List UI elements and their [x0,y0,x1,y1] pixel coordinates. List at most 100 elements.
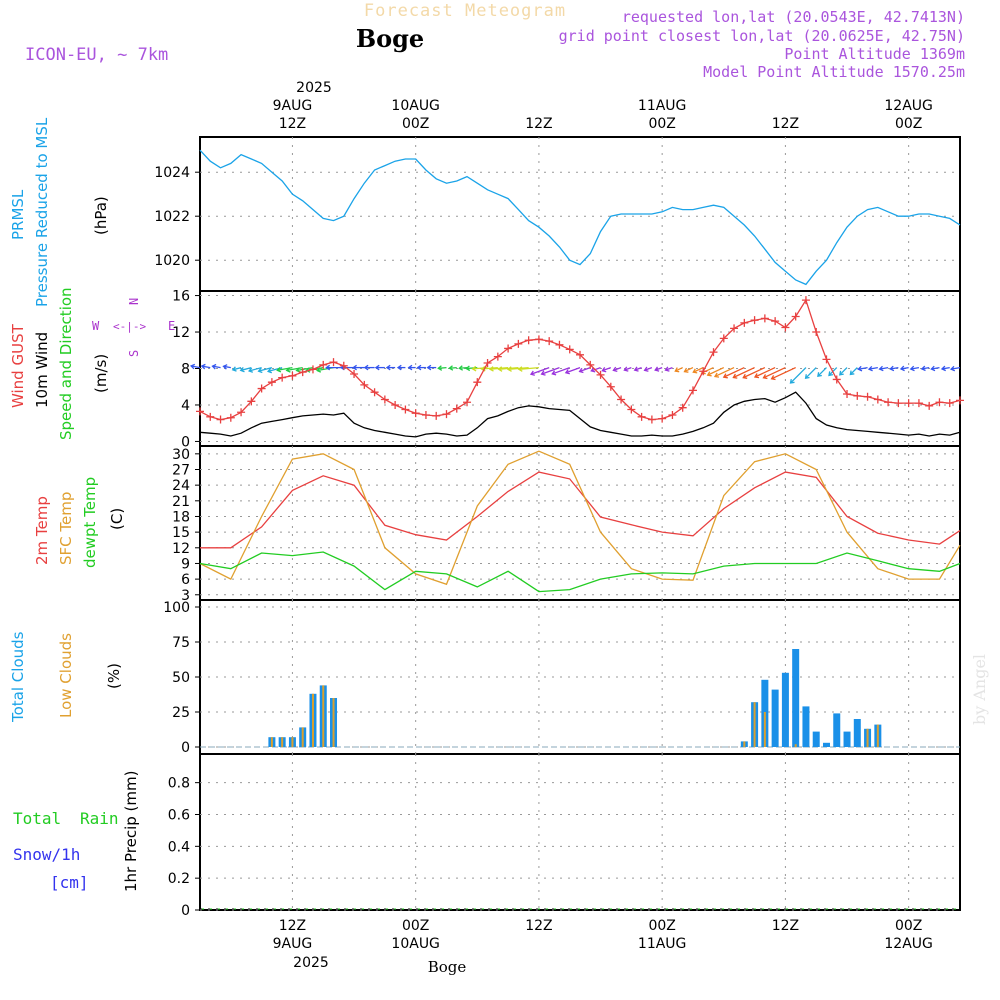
temp-tick-label: 6 [181,572,190,588]
wind-direction-arrow [286,366,303,372]
wind-gust-point [637,412,646,421]
wind-tick-label: 16 [172,289,190,305]
wind-gust-point [257,384,266,393]
wind-direction-arrow [459,366,468,369]
wind-arrow-head [590,367,596,373]
wind-gust-point [237,408,246,417]
wind-arrow-head [909,365,915,372]
wind-direction-arrow [579,366,591,373]
bottom-hour-label: 12Z [279,918,306,934]
total-cloud-bar [802,706,810,747]
location-title: Boge [356,24,424,53]
low-cloud-bar [322,685,325,747]
wind-gust-point [617,395,626,404]
wind-arrow-head [488,366,494,372]
top-hour-label: 00Z [402,116,429,132]
wind-gust-point [298,368,307,377]
clouds-tick-label: 75 [172,635,190,651]
wind-direction-arrow [602,366,612,372]
wind-direction-arrow [248,366,262,372]
wind-direction-arrow [684,366,694,373]
wind-direction-arrow [591,366,601,372]
wind-panel-labels: Wind GUST 10m Wind Speed and Direction (… [9,287,175,440]
total-cloud-bar [812,731,820,747]
pressure-tick-label: 1020 [154,253,190,269]
wind-gust-point [760,314,769,323]
wind-arrow-head [920,365,926,372]
wind-direction-arrow [232,366,242,371]
wind-gust-point [288,371,297,380]
requested-coords: requested lon,lat (20.0543E, 42.7413N) [622,8,965,26]
wind-direction-arrow [674,366,683,372]
wind-gust-point [699,367,708,376]
wind-direction-arrow [754,366,776,378]
low-cloud-bar [301,727,304,747]
top-hour-label: 00Z [648,116,675,132]
wind-direction-arrow [518,366,539,370]
bottom-time-axis: 2025 12Z 9AUG 00Z 10AUG 12Z 00Z 11AUG 12Z 00Z 12A… [273,918,933,971]
point-altitude: Point Altitude 1369m [784,45,965,63]
wind-direction-arrow [743,366,766,379]
wind-arrow-head [889,365,895,372]
wind-arrow-head [713,372,720,378]
temp-2m-label: 2m Temp [33,496,51,565]
wind-arrow-head [949,365,956,372]
wind-tick-label: 8 [181,362,190,378]
wind-direction-arrow [910,366,920,370]
precip-tick-label: 0.4 [168,839,190,855]
wind-gust-point [750,316,759,325]
wind-direction-arrow [665,366,673,371]
wind-gust-point [473,378,482,387]
compass-e: E [168,319,175,333]
wind-gust-point [524,336,533,345]
total-cloud-bar [771,689,779,747]
wind-direction-arrow [466,366,478,370]
wind-arrow-head [564,369,570,375]
pressure-panel-labels: PRMSL Pressure Reduced to MSL (hPa) [9,117,110,307]
wind-arrow-head [789,378,795,384]
wind-arrow-head [529,370,535,376]
wind-gust-point [832,375,841,384]
wind-arrow-head [551,370,557,376]
bottom-hour-label: 00Z [648,918,675,934]
wind-direction-arrow [900,366,909,370]
wind-arrow-head [426,364,432,371]
wind-gust-point [873,395,882,404]
wind-direction-arrow [634,366,642,371]
wind-gust-point [196,407,204,416]
wind-gust-point [421,411,430,419]
wind-direction-arrow [613,366,622,372]
precip-total-label: Total [13,809,61,828]
wind-gust-point [432,411,441,420]
wind-gust-point [658,414,667,423]
wind-direction-arrow [240,366,252,372]
wind-arrow-head [753,373,760,379]
wind-arrow-head [674,367,680,373]
wind-arrow-head [458,365,464,371]
wind-arrow-head [363,364,369,371]
wind-gust-point [853,391,862,400]
wind-direction-arrow [790,367,807,384]
low-cloud-bar [281,737,284,747]
wind-direction-arrow [191,365,201,369]
wind-direction-arrow [654,366,663,371]
wind-arrow-head [706,371,712,377]
wind-gust-point [678,403,687,412]
bottom-hour-label: 00Z [402,918,429,934]
wind-arrow-head [407,364,413,371]
pressure-unit: (hPa) [92,196,110,235]
wind-direction-arrow [839,367,848,376]
wind-arrow-head [465,365,471,372]
wind-direction-arrow [849,367,858,375]
low-cloud-bar [866,728,869,747]
top-hour-label: 12Z [279,116,306,132]
pressure-tick-label: 1022 [154,209,190,225]
low-clouds-label: Low Clouds [57,633,75,718]
wind-direction-arrow [223,365,231,369]
wind-gust-point [884,398,893,407]
pressure-label-msl: Pressure Reduced to MSL [33,117,51,307]
temp-sfc-line [199,450,961,586]
wind-arrow-head [878,365,884,372]
wind-direction-arrow [624,366,632,371]
